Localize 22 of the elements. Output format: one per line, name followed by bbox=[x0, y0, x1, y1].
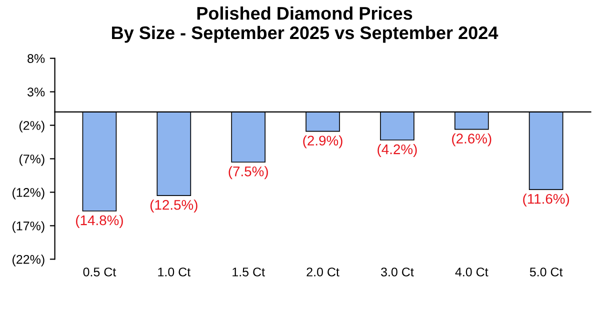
x-tick-label: 0.5 Ct bbox=[83, 268, 116, 276]
x-tick-label: 1.0 Ct bbox=[158, 268, 190, 276]
y-tick-label: (7%) bbox=[19, 154, 44, 166]
data-label: (7.5%) bbox=[228, 166, 268, 180]
chart-title: Polished Diamond Prices By Size - September 2025 vs September 2024 bbox=[112, 6, 498, 43]
data-label: (4.2%) bbox=[378, 144, 417, 157]
data-label: (2.9%) bbox=[303, 135, 342, 148]
data-label: (14.8%) bbox=[76, 215, 123, 228]
y-tick-label: (17%) bbox=[12, 221, 44, 233]
data-label: (2.6%) bbox=[452, 133, 492, 146]
y-tick-label: 8% bbox=[28, 54, 45, 63]
x-tick-label: 4.0 Ct bbox=[455, 268, 488, 276]
y-tick-label: (2%) bbox=[19, 120, 44, 132]
data-label: (12.5%) bbox=[150, 200, 198, 213]
x-tick-label: 2.0 Ct bbox=[306, 268, 340, 276]
x-tick-label: 1.5 Ct bbox=[232, 268, 265, 276]
x-tick-label: 3.0 Ct bbox=[381, 268, 414, 276]
x-tick-label: 5.0 Ct bbox=[530, 268, 563, 276]
data-label: (11.6%) bbox=[523, 194, 570, 207]
y-tick-label: (22%) bbox=[12, 254, 44, 266]
y-tick-label: (12%) bbox=[12, 188, 44, 200]
y-tick-label: 3% bbox=[28, 88, 45, 96]
